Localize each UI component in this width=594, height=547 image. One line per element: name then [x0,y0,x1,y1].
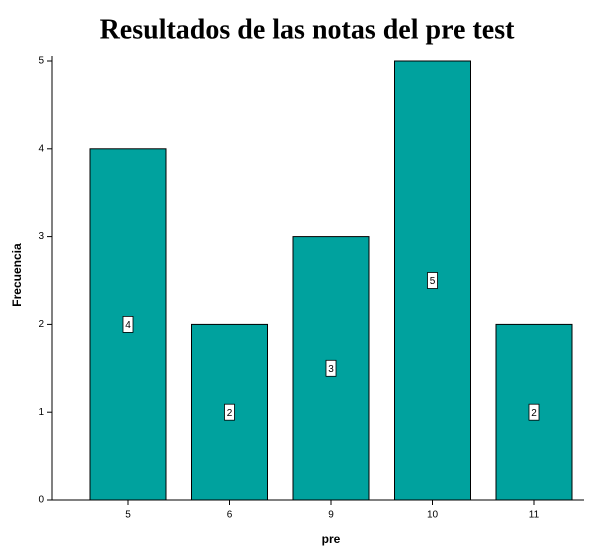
x-tick-label: 6 [227,510,233,521]
x-tick-label: 9 [328,510,334,521]
bar [89,148,167,501]
data-label: 2 [227,408,233,419]
y-axis-label: Frecuencia [10,243,24,307]
y-tick-label: 3 [38,231,44,242]
data-label: 4 [125,320,131,331]
y-tick-label: 0 [38,495,44,506]
x-tick-label: 10 [427,510,439,521]
data-label-box [224,403,235,421]
data-label-box [528,403,540,421]
data-label-box [122,315,134,333]
y-tick-label: 2 [38,319,44,330]
data-label: 5 [430,276,436,287]
data-label: 2 [531,408,537,419]
x-axis-label: pre [322,532,341,546]
y-tick-label: 4 [38,143,44,154]
x-tick-label: 5 [125,510,131,521]
chart-title: Resultados de las notas del pre test [100,14,516,45]
data-label: 3 [328,364,334,375]
data-label-box [325,359,337,377]
data-label-box [427,272,438,289]
y-tick-label: 5 [38,56,44,67]
y-tick-label: 1 [38,407,44,418]
x-tick-label: 11 [529,510,540,521]
